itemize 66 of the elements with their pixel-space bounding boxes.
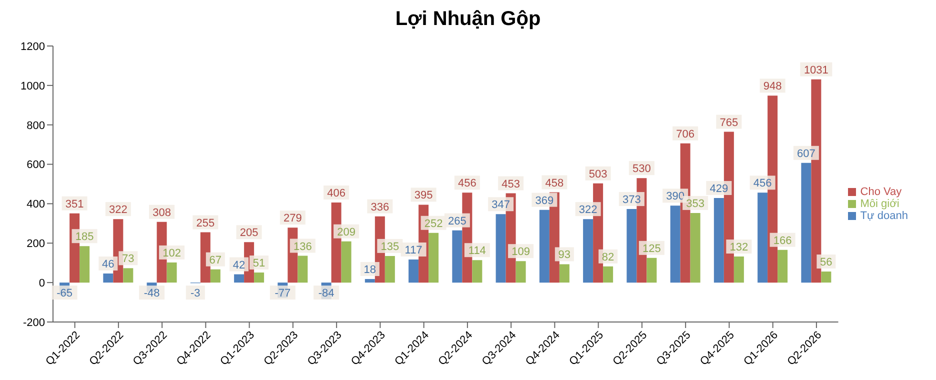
- data-label: 18: [364, 264, 376, 276]
- data-label: 132: [730, 242, 748, 254]
- data-label: 102: [162, 247, 181, 260]
- data-label: 67: [209, 254, 222, 266]
- data-label: 406: [327, 188, 346, 200]
- data-label: 453: [502, 178, 520, 190]
- y-tick-label: 200: [26, 238, 45, 250]
- data-label: 56: [820, 256, 832, 269]
- data-label: 93: [558, 249, 571, 262]
- data-label: 347: [492, 199, 510, 212]
- data-label: 166: [773, 234, 792, 247]
- data-label: 205: [240, 227, 258, 240]
- data-label: 458: [545, 177, 564, 190]
- data-label: 373: [622, 194, 641, 206]
- y-tick-label: 1000: [20, 80, 45, 92]
- data-label: 456: [753, 178, 772, 190]
- y-tick-label: 800: [26, 120, 45, 132]
- y-tick-label: 1200: [20, 40, 45, 53]
- data-label: 46: [102, 258, 114, 271]
- data-label: 185: [75, 231, 94, 244]
- y-tick-label: 600: [26, 159, 45, 172]
- data-label: 1031: [804, 64, 828, 76]
- data-label: 51: [252, 258, 266, 270]
- data-label: 322: [578, 204, 598, 216]
- legend-label: Môi giới: [860, 198, 900, 210]
- data-label: 503: [588, 168, 608, 180]
- data-label: 607: [797, 148, 816, 160]
- data-label: 135: [380, 240, 400, 253]
- data-label: 765: [720, 116, 738, 129]
- data-label: 429: [710, 182, 728, 195]
- data-label: 114: [468, 245, 486, 258]
- data-label: 42: [232, 259, 246, 272]
- data-label: 136: [293, 240, 312, 253]
- data-label: 73: [122, 253, 134, 266]
- data-label: 948: [763, 80, 782, 93]
- data-label: -48: [144, 288, 160, 300]
- data-label: 265: [448, 215, 466, 228]
- data-label: 351: [65, 198, 84, 210]
- data-label: 209: [337, 226, 356, 238]
- data-label: 109: [512, 246, 530, 258]
- data-label: -3: [190, 288, 200, 300]
- data-label: 252: [424, 218, 443, 230]
- data-label: 369: [535, 194, 554, 207]
- data-label: 308: [152, 206, 171, 219]
- legend-label: Cho Vay: [860, 186, 902, 198]
- data-label: -77: [274, 288, 291, 300]
- data-label: 279: [283, 212, 302, 225]
- chart-title: Lợi Nhuận Gộp: [394, 8, 542, 32]
- y-tick-label: -200: [22, 316, 45, 329]
- data-label: 336: [370, 201, 390, 214]
- data-label: 353: [686, 198, 704, 210]
- data-label: 395: [414, 190, 433, 202]
- data-label: 322: [108, 204, 128, 216]
- y-tick-label: 0: [38, 277, 45, 290]
- data-label: 456: [458, 178, 476, 190]
- data-label: 82: [602, 251, 614, 264]
- y-tick-label: 400: [26, 198, 45, 211]
- data-label: 117: [404, 244, 422, 257]
- data-label: -65: [56, 288, 72, 300]
- data-label: 125: [642, 242, 661, 255]
- data-label: 390: [666, 190, 684, 203]
- data-label: 255: [196, 217, 215, 230]
- data-label: 530: [632, 163, 651, 176]
- data-label: -84: [318, 288, 334, 300]
- legend-label: Tự doanh: [860, 210, 908, 222]
- data-label: 706: [676, 128, 694, 140]
